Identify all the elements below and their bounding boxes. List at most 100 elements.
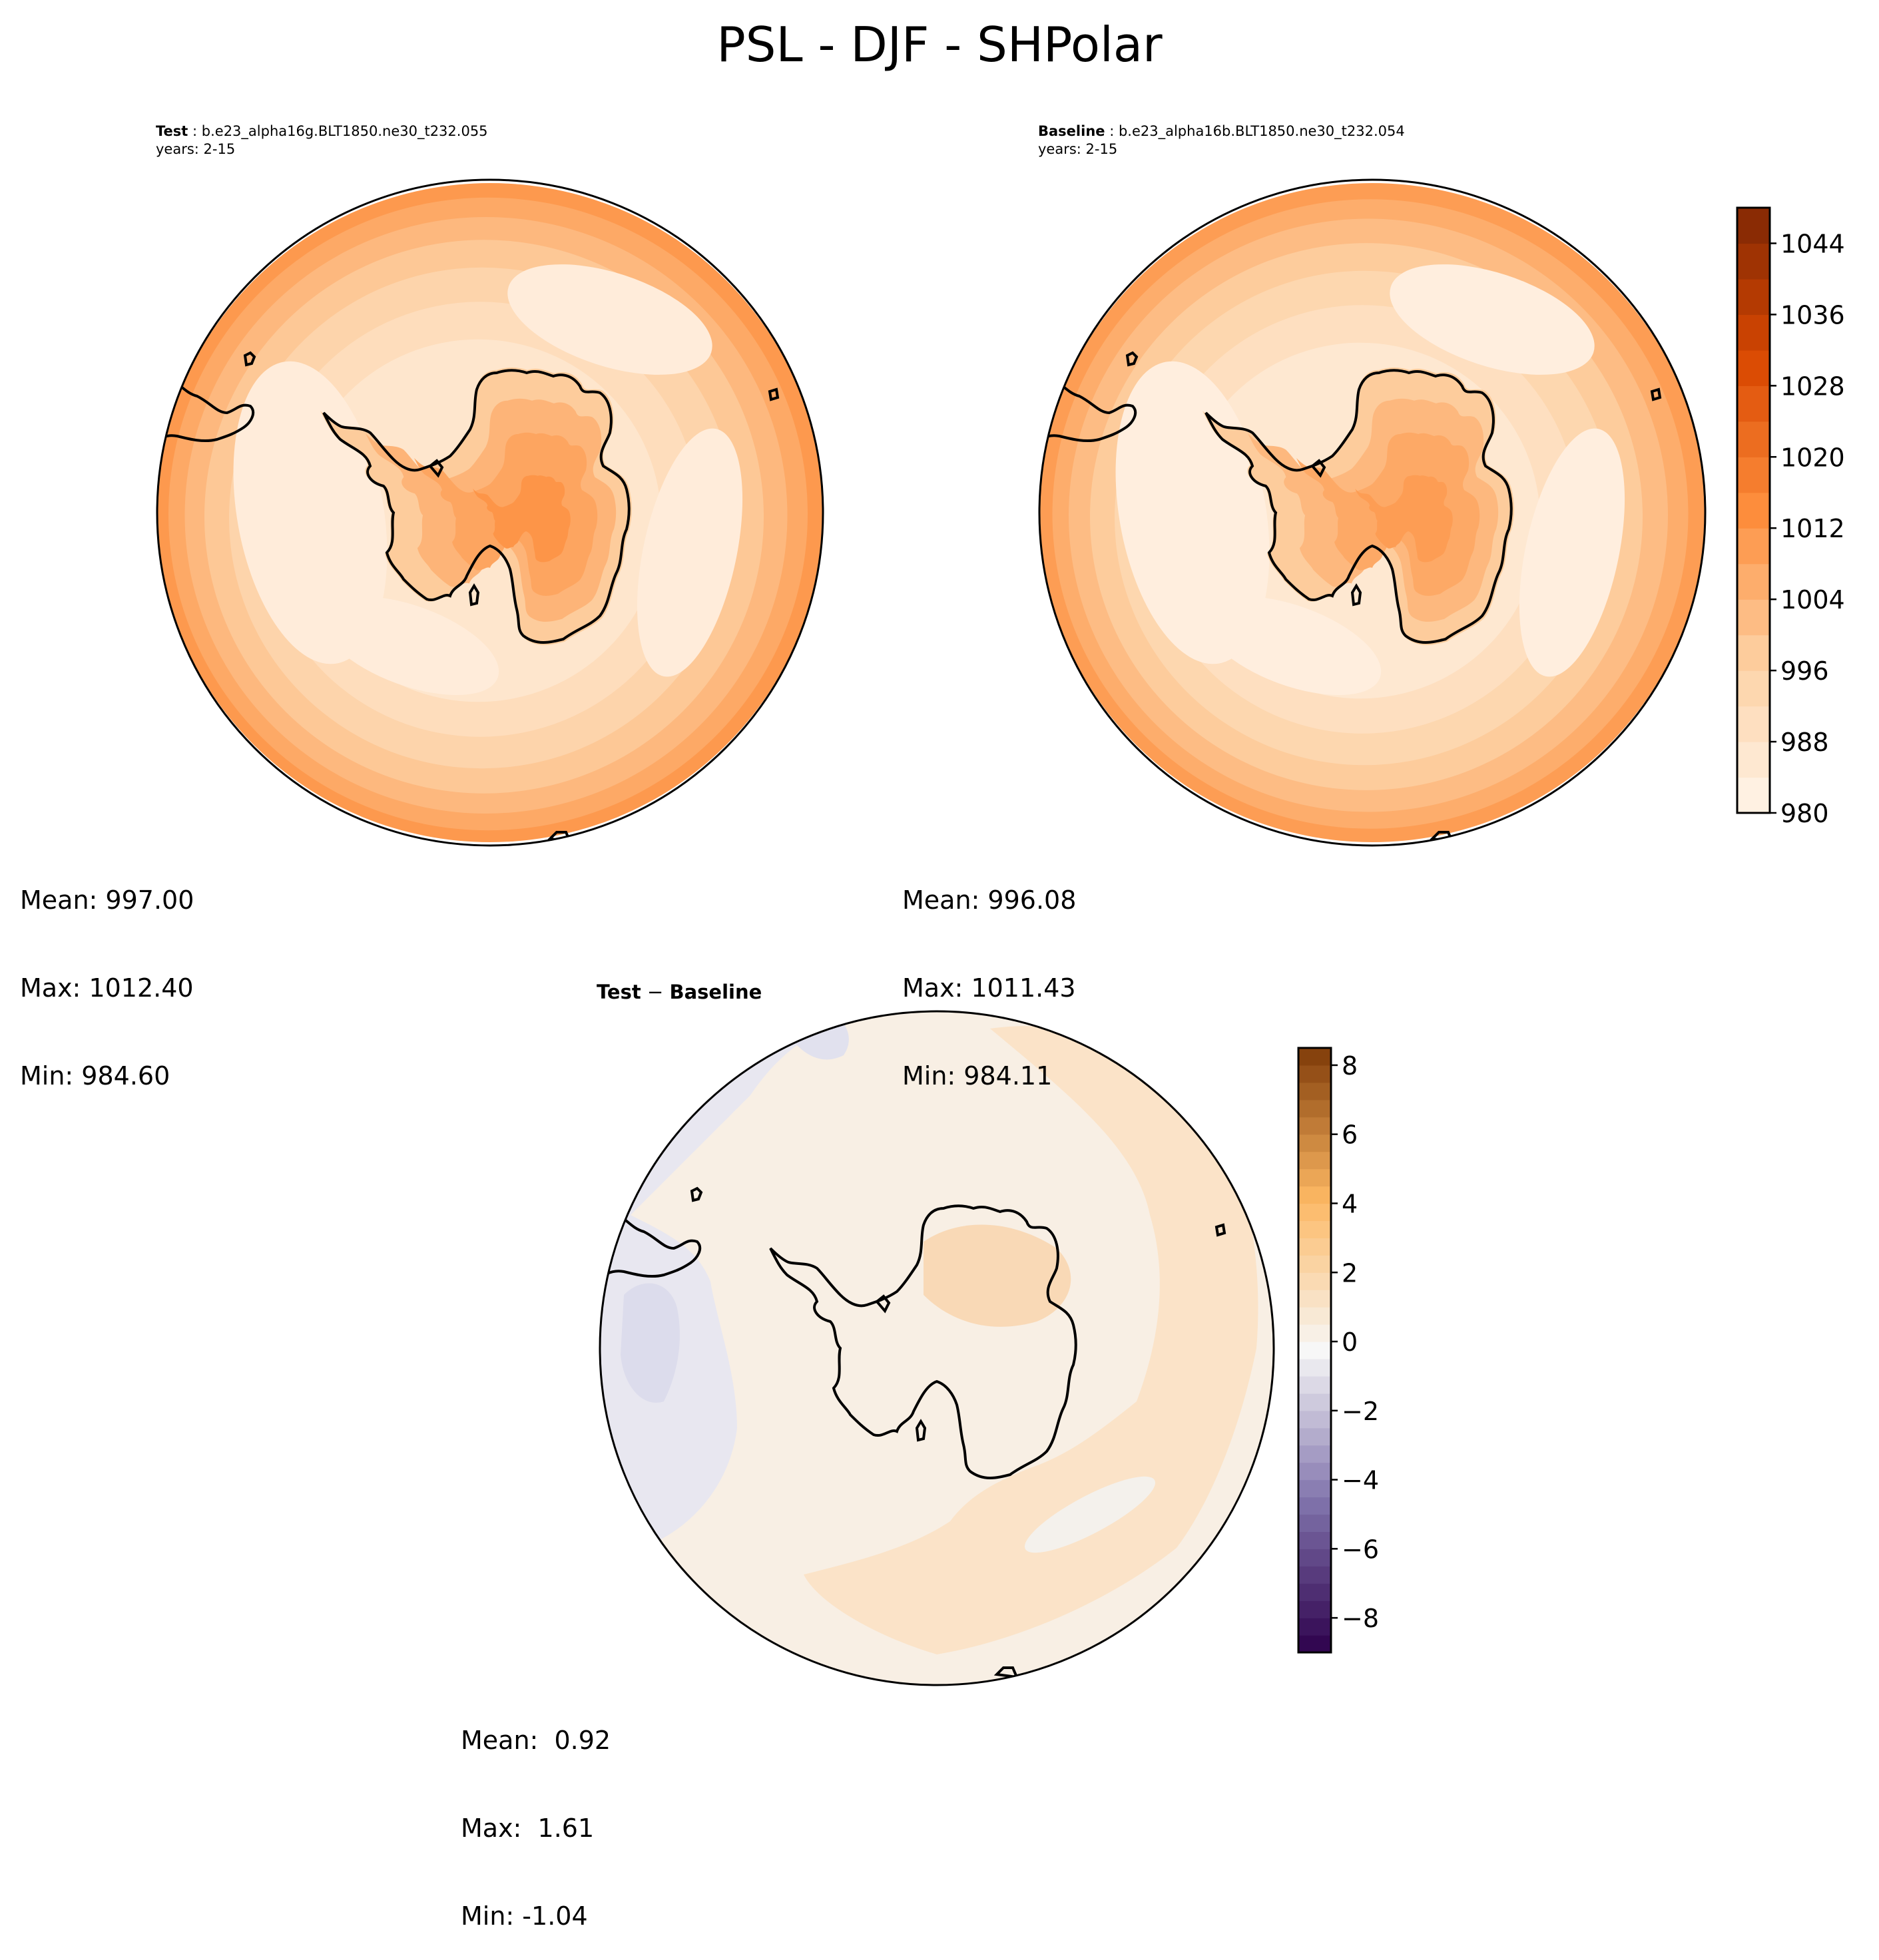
colorbar-tick-label: 1028 bbox=[1780, 371, 1845, 401]
diff-panel-header: Test − Baseline bbox=[597, 980, 762, 1004]
test-map-boundary bbox=[156, 178, 824, 847]
colorbar-segment bbox=[1298, 1549, 1331, 1567]
colorbar-frame bbox=[1297, 1047, 1332, 1654]
low-pressure-lobe bbox=[1390, 264, 1595, 375]
colorbar-tick-label: 1044 bbox=[1780, 229, 1845, 258]
colorbar-frame bbox=[1736, 206, 1771, 814]
baseline-panel-header: Baseline : b.e23_alpha16b.BLT1850.ne30_t… bbox=[1038, 123, 1405, 139]
diff-islands bbox=[690, 1186, 1226, 1679]
colorbar-tick-label: 0 bbox=[1342, 1328, 1358, 1357]
colorbar-segment bbox=[1298, 1342, 1331, 1359]
test-continent-fill bbox=[320, 367, 632, 645]
colorbar-segment bbox=[1298, 1324, 1331, 1342]
colorbar-segment bbox=[1737, 634, 1770, 671]
baseline-islands bbox=[1125, 351, 1662, 844]
baseline-min: Min: 984.11 bbox=[902, 1061, 1053, 1091]
baseline-continent-fill bbox=[1203, 367, 1514, 645]
colorbar-segment bbox=[1737, 599, 1770, 636]
test-coastlines bbox=[157, 351, 780, 844]
colorbar-segment bbox=[1298, 1048, 1331, 1066]
colorbar-segment bbox=[1737, 278, 1770, 316]
psl-colorbar: 980 988 996 1004 1012 1020 1028 1036 1044 bbox=[1736, 206, 1845, 828]
colorbar-segment bbox=[1737, 421, 1770, 457]
colorbar-segment bbox=[1298, 1393, 1331, 1411]
colorbar-segment bbox=[1298, 1410, 1331, 1429]
colorbar-segment bbox=[1298, 1203, 1331, 1222]
colorbar-segment bbox=[1298, 1497, 1331, 1515]
colorbar-segment bbox=[1298, 1358, 1331, 1377]
diff-map-boundary bbox=[599, 1010, 1275, 1686]
colorbar-segment bbox=[1298, 1375, 1331, 1394]
colorbar-segment bbox=[1737, 457, 1770, 493]
test-islands bbox=[243, 351, 780, 844]
figure-title: PSL - DJF - SHPolar bbox=[716, 17, 1163, 73]
colorbar-segment bbox=[1298, 1082, 1331, 1101]
colorbar-segment bbox=[1737, 528, 1770, 565]
diff-label-test: Test bbox=[597, 981, 641, 1003]
continent-pressure-band bbox=[1355, 475, 1453, 563]
diff-negative-core bbox=[621, 1283, 680, 1403]
colorbar-segment bbox=[1298, 1479, 1331, 1498]
colorbar-tick-label: 2 bbox=[1342, 1258, 1358, 1288]
colorbar-segment bbox=[1298, 1531, 1331, 1549]
baseline-stats: Mean: 996.08 Max: 1011.43 Min: 984.11 bbox=[902, 827, 1076, 1120]
colorbar-segment bbox=[1298, 1186, 1331, 1204]
test-max: Max: 1012.40 bbox=[20, 973, 194, 1003]
colorbar-tick-label: 980 bbox=[1780, 799, 1829, 828]
colorbar-segment bbox=[1298, 1151, 1331, 1170]
colorbar-segment bbox=[1737, 492, 1770, 529]
colorbar-segment bbox=[1298, 1272, 1331, 1290]
baseline-label: Baseline bbox=[1038, 123, 1105, 139]
baseline-mean: Mean: 996.08 bbox=[902, 885, 1077, 915]
test-map bbox=[157, 183, 823, 844]
colorbar-segment bbox=[1298, 1427, 1331, 1446]
colorbar-segment bbox=[1737, 243, 1770, 280]
test-mean: Mean: 997.00 bbox=[20, 885, 194, 915]
low-pressure-lobe bbox=[637, 428, 743, 677]
low-pressure-lobe bbox=[507, 264, 712, 375]
diff-colorbar: −8 −6 −4 −2 0 2 4 6 8 bbox=[1297, 1047, 1379, 1654]
colorbar-segment bbox=[1298, 1307, 1331, 1325]
diff-max: Max: 1.61 bbox=[461, 1814, 595, 1843]
colorbar-segment bbox=[1298, 1168, 1331, 1187]
colorbar-segment bbox=[1298, 1462, 1331, 1481]
baseline-map bbox=[1039, 183, 1705, 844]
colorbar-segment bbox=[1298, 1255, 1331, 1273]
baseline-coastlines bbox=[1039, 351, 1662, 844]
colorbar-segment bbox=[1737, 706, 1770, 742]
baseline-years: years: 2-15 bbox=[1038, 141, 1118, 157]
colorbar-segment bbox=[1737, 350, 1770, 386]
low-pressure-lobe bbox=[321, 597, 499, 695]
colorbar-tick-label: −6 bbox=[1342, 1535, 1379, 1564]
continent-pressure-band bbox=[473, 475, 571, 563]
colorbar-segment bbox=[1298, 1635, 1331, 1653]
colorbar-segment bbox=[1737, 314, 1770, 351]
diff-min: Min: -1.04 bbox=[461, 1901, 588, 1931]
test-case-name: b.e23_alpha16g.BLT1850.ne30_t232.055 bbox=[201, 123, 488, 139]
low-pressure-lobe bbox=[1519, 428, 1625, 677]
colorbar-segment bbox=[1298, 1220, 1331, 1238]
diff-coastlines bbox=[600, 1186, 1226, 1679]
colorbar-segment bbox=[1298, 1618, 1331, 1636]
colorbar-segment bbox=[1298, 1445, 1331, 1463]
test-label: Test bbox=[156, 123, 188, 139]
baseline-map-boundary bbox=[1038, 178, 1707, 847]
colorbar-tick-label: 1036 bbox=[1780, 300, 1845, 330]
colorbar-segment bbox=[1298, 1134, 1331, 1152]
colorbar-segment bbox=[1298, 1116, 1331, 1135]
diff-label-baseline: Baseline bbox=[669, 981, 762, 1003]
colorbar-segment bbox=[1737, 208, 1770, 244]
colorbar-segment bbox=[1737, 742, 1770, 778]
colorbar-tick-label: 8 bbox=[1342, 1051, 1358, 1081]
colorbar-tick-label: 1004 bbox=[1780, 585, 1845, 614]
colorbar-tick-label: 6 bbox=[1342, 1120, 1358, 1150]
colorbar-segment bbox=[1298, 1583, 1331, 1601]
colorbar-segment bbox=[1298, 1514, 1331, 1532]
colorbar-segment bbox=[1737, 563, 1770, 600]
diff-stats: Mean: 0.92 Max: 1.61 Min: -1.04 bbox=[461, 1667, 611, 1960]
colorbar-segment bbox=[1298, 1099, 1331, 1118]
colorbar-tick-label: 1012 bbox=[1780, 514, 1845, 543]
colorbar-tick-label: 1020 bbox=[1780, 443, 1845, 472]
colorbar-segment bbox=[1298, 1065, 1331, 1083]
